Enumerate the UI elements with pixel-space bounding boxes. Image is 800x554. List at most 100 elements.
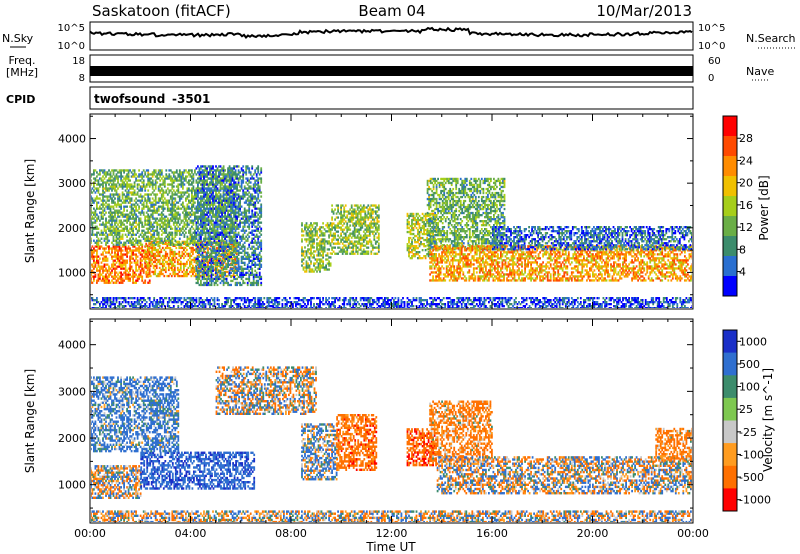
data-cell <box>130 185 133 188</box>
data-cell <box>215 241 217 244</box>
data-cell <box>168 183 171 186</box>
data-cell <box>316 244 318 247</box>
data-cell <box>160 256 163 260</box>
data-cell <box>198 215 201 218</box>
data-cell <box>180 171 183 174</box>
data-cell <box>185 219 187 222</box>
data-cell <box>225 249 228 252</box>
data-cell <box>252 279 255 283</box>
data-cell <box>93 183 95 186</box>
data-cell <box>222 177 225 180</box>
data-cell <box>248 219 251 222</box>
data-cell <box>219 277 222 281</box>
data-cell <box>248 181 251 184</box>
data-cell <box>248 185 251 188</box>
data-cell <box>145 263 148 266</box>
data-cell <box>91 223 94 226</box>
data-cell <box>201 283 204 287</box>
data-cell <box>144 259 147 262</box>
data-cell <box>136 199 139 202</box>
data-cell <box>91 269 92 272</box>
data-cell <box>120 203 122 206</box>
data-cell <box>117 249 119 252</box>
data-cell <box>251 273 254 276</box>
data-cell <box>144 199 147 202</box>
data-cell <box>173 272 176 276</box>
data-cell <box>105 279 107 282</box>
data-cell <box>219 219 222 222</box>
data-cell <box>224 199 226 202</box>
data-cell <box>192 195 195 198</box>
data-cell <box>198 227 201 230</box>
data-cell <box>200 239 202 242</box>
data-cell <box>175 215 178 218</box>
data-cell <box>132 191 134 194</box>
data-cell <box>252 251 255 254</box>
data-cell <box>148 263 151 266</box>
data-cell <box>182 225 184 228</box>
data-cell <box>224 211 226 214</box>
data-cell <box>182 201 184 204</box>
data-cell <box>225 187 228 190</box>
data-cell <box>216 256 218 260</box>
data-cell <box>185 211 187 214</box>
data-cell <box>206 257 208 260</box>
data-cell <box>182 191 184 194</box>
data-cell <box>231 244 233 247</box>
data-cell <box>151 183 154 186</box>
data-cell <box>156 211 159 214</box>
data-cell <box>232 272 235 276</box>
data-cell <box>192 199 195 202</box>
data-cell <box>124 275 127 278</box>
data-cell <box>219 269 222 272</box>
data-cell <box>121 277 124 280</box>
data-cell <box>233 249 235 252</box>
data-cell <box>191 237 193 240</box>
data-cell <box>114 227 116 230</box>
data-cell <box>117 187 119 190</box>
data-cell <box>115 217 118 220</box>
data-cell <box>231 183 234 186</box>
data-cell <box>240 273 243 276</box>
data-cell <box>108 211 110 214</box>
data-cell <box>246 277 249 281</box>
data-cell <box>219 171 222 174</box>
data-cell <box>96 235 98 238</box>
data-cell <box>204 193 207 196</box>
data-cell <box>310 236 312 239</box>
data-cell <box>222 249 225 252</box>
data-cell <box>103 169 106 172</box>
data-cell <box>151 185 154 188</box>
data-cell <box>227 197 229 200</box>
data-cell <box>182 241 184 244</box>
data-cell <box>242 273 245 276</box>
data-cell <box>183 266 185 270</box>
data-cell <box>112 219 115 222</box>
data-cell <box>213 257 216 260</box>
data-cell <box>248 277 251 281</box>
data-cell <box>157 177 160 180</box>
data-cell <box>204 221 207 224</box>
data-cell <box>237 189 240 192</box>
data-cell <box>207 267 210 270</box>
data-cell <box>209 211 211 214</box>
data-cell <box>192 266 194 270</box>
data-cell <box>130 241 133 244</box>
data-cell <box>169 246 172 250</box>
data-cell <box>201 245 204 248</box>
data-cell <box>159 223 162 226</box>
data-cell <box>102 187 104 190</box>
data-cell <box>135 261 137 264</box>
data-cell <box>310 238 312 241</box>
data-cell <box>190 258 193 262</box>
data-cell <box>105 205 107 208</box>
data-cell <box>313 250 315 253</box>
data-cell <box>197 249 199 252</box>
data-cell <box>154 252 157 256</box>
data-cell <box>252 275 255 279</box>
data-cell <box>230 229 232 232</box>
data-cell <box>246 219 249 222</box>
data-cell <box>132 231 134 234</box>
data-cell <box>173 270 176 274</box>
noise-panel: N.Sky 10^5 10^0 10^5 10^0 N.Search <box>2 21 796 52</box>
